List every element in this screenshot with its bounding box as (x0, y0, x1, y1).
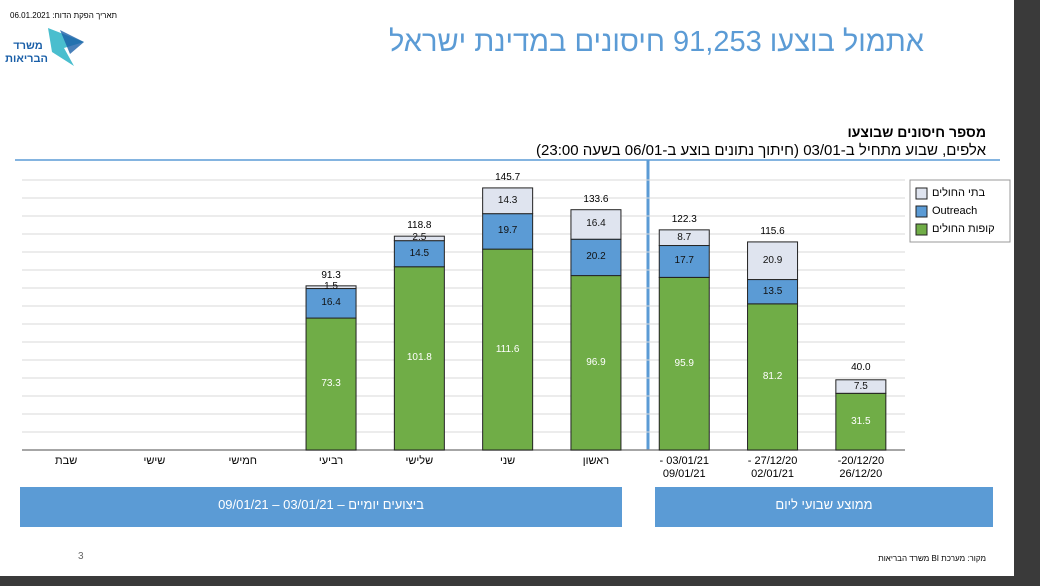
x-tick-label: 20/12/20- 26/12/20 (837, 455, 885, 480)
bar-segment (482, 213, 534, 250)
page-title: אתמול בוצעו 91,253 חיסונים במדינת ישראל (388, 26, 924, 58)
data-label: 19.7 (497, 225, 518, 237)
data-label: 31.5 (851, 415, 871, 427)
data-label: 101.8 (406, 352, 432, 364)
bar-segment (570, 209, 622, 240)
logo-shape (48, 28, 84, 66)
bar-segment (835, 379, 887, 394)
data-label: 20.9 (762, 254, 783, 266)
bar-segment (393, 240, 445, 268)
source: מקור: מערכת BI משרד הבריאות (878, 554, 986, 563)
bar-segment (393, 266, 445, 451)
total-label: 145.7 (495, 171, 521, 183)
data-label: 96.9 (586, 356, 606, 368)
total-label: 40.0 (851, 362, 871, 373)
bar-segment (570, 238, 622, 277)
data-label: 14.3 (497, 194, 518, 206)
x-tick-label: שלישי (405, 455, 434, 467)
group-label: ממוצע שבועי ליום (775, 497, 873, 512)
legend-label: בתי החולים (932, 187, 986, 199)
legend-swatch (915, 223, 928, 236)
logo-text: משרד הבריאות (5, 40, 48, 65)
bar-segment (305, 285, 357, 290)
group-box (655, 487, 993, 527)
data-label: 1.5 (324, 281, 338, 293)
bar-segment (658, 229, 710, 247)
bar-segment (658, 276, 710, 451)
bar-segment (482, 187, 534, 215)
x-tick-label: שני (500, 455, 516, 467)
data-label: 20.2 (586, 251, 606, 263)
data-label: 14.5 (409, 247, 430, 259)
legend-swatch (915, 205, 928, 218)
data-label: 81.2 (762, 370, 783, 382)
total-label: 122.3 (671, 213, 697, 225)
group-box (20, 487, 622, 527)
slide: תאריך הפקת הדוח: 06.01.2021 משרד הבריאות… (0, 0, 1014, 576)
bar-segment (393, 235, 445, 242)
logo-shape (60, 30, 84, 54)
bar-segment (747, 241, 799, 281)
bar-segment (482, 248, 534, 451)
chart (15, 28, 1011, 527)
data-label: 16.4 (321, 297, 341, 309)
data-label: 17.7 (674, 255, 694, 267)
bar-segment (570, 275, 622, 451)
data-label: 2.5 (412, 232, 427, 244)
page-number: 3 (78, 551, 84, 562)
legend-label: קופות החולים (932, 223, 995, 235)
x-tick-label: חמישי (228, 455, 258, 467)
x-tick-label: 03/01/21 - 09/01/21 (659, 455, 710, 480)
data-label: 7.5 (853, 380, 868, 392)
data-label: 13.5 (762, 285, 783, 297)
bar-segment (835, 392, 887, 451)
data-label: 8.7 (677, 231, 692, 243)
bar-segment (658, 245, 710, 278)
x-tick-label: שישי (143, 455, 166, 467)
x-tick-label: שבת (55, 455, 78, 467)
data-label: 95.9 (674, 357, 694, 369)
total-label: 118.8 (407, 220, 432, 232)
chart-subtitle: אלפים, שבוע מתחיל ב-03/01 (חיתוך נתונים … (536, 142, 986, 159)
data-label: 16.4 (586, 218, 606, 230)
x-tick-label: ראשון (582, 455, 610, 467)
legend-label: Outreach (932, 205, 978, 217)
data-label: 111.6 (495, 343, 520, 355)
legend-swatch (915, 187, 928, 200)
chart-title: מספר חיסונים שבוצעו (847, 124, 986, 140)
group-label: ביצועים יומיים – 03/01/21 – 09/01/21 (218, 497, 424, 512)
data-label: 73.3 (321, 378, 341, 390)
x-tick-label: 27/12/20 - 02/01/21 (747, 455, 798, 480)
total-label: 133.6 (583, 193, 609, 205)
total-label: 91.3 (321, 269, 341, 281)
x-tick-label: רביעי (318, 455, 344, 467)
total-label: 115.6 (760, 225, 785, 237)
report-date: תאריך הפקת הדוח: 06.01.2021 (10, 11, 117, 20)
